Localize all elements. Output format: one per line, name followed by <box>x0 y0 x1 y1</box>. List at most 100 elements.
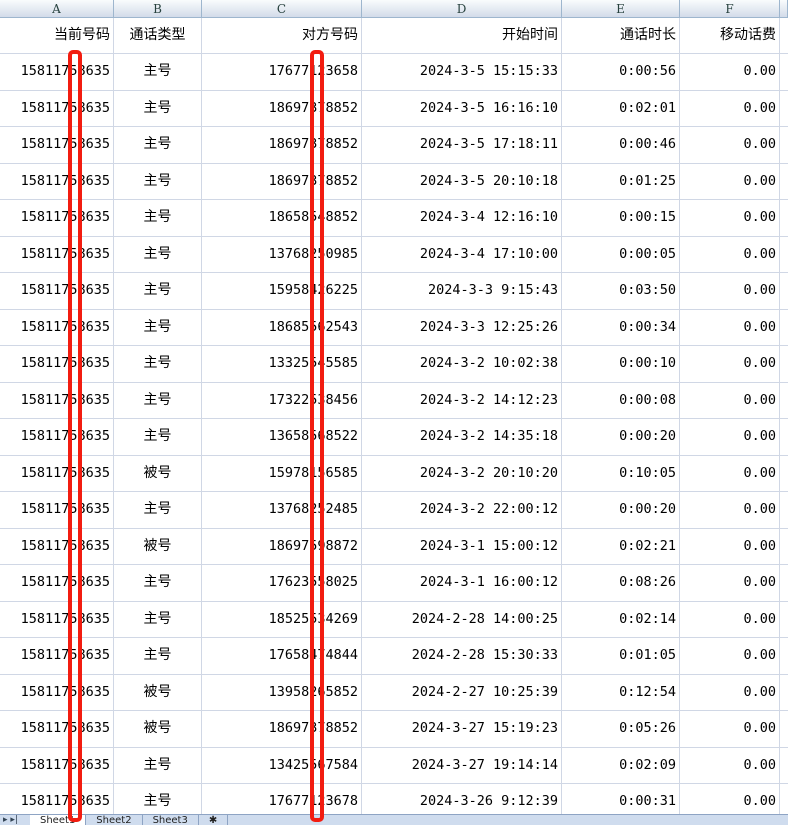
cell-fee[interactable]: 0.00 <box>680 565 780 601</box>
cell-duration[interactable]: 0:00:15 <box>562 200 680 236</box>
cell-current-number[interactable]: 15811758635 <box>0 346 114 382</box>
header-start-time[interactable]: 开始时间 <box>362 18 562 53</box>
cell-current-number[interactable]: 15811758635 <box>0 674 114 710</box>
column-header-f[interactable]: F <box>680 0 780 17</box>
cell-start-time[interactable]: 2024-3-2 10:02:38 <box>362 346 562 382</box>
cell-call-type[interactable]: 主号 <box>114 309 202 345</box>
cell-start-time[interactable]: 2024-3-2 22:00:12 <box>362 492 562 528</box>
header-current-number[interactable]: 当前号码 <box>0 18 114 53</box>
cell-duration[interactable]: 0:00:46 <box>562 127 680 163</box>
cell-start-time[interactable]: 2024-2-28 14:00:25 <box>362 601 562 637</box>
cell-duration[interactable]: 0:10:05 <box>562 455 680 491</box>
cell-other-number[interactable]: 18685562543 <box>202 309 362 345</box>
cell-current-number[interactable]: 15811758635 <box>0 747 114 783</box>
cell-call-type[interactable]: 主号 <box>114 346 202 382</box>
cell-duration[interactable]: 0:08:26 <box>562 565 680 601</box>
cell-duration[interactable]: 0:02:09 <box>562 747 680 783</box>
cell-start-time[interactable]: 2024-3-1 15:00:12 <box>362 528 562 564</box>
cell-fee[interactable]: 0.00 <box>680 54 780 90</box>
cell-other-number[interactable]: 18697378852 <box>202 711 362 747</box>
cell-duration[interactable]: 0:12:54 <box>562 674 680 710</box>
cell-call-type[interactable]: 主号 <box>114 54 202 90</box>
cell-fee[interactable]: 0.00 <box>680 127 780 163</box>
cell-duration[interactable]: 0:00:05 <box>562 236 680 272</box>
header-fee[interactable]: 移动话费 <box>680 18 780 53</box>
cell-call-type[interactable]: 主号 <box>114 273 202 309</box>
insert-sheet-icon[interactable]: ✱ <box>199 815 229 825</box>
cell-fee[interactable]: 0.00 <box>680 309 780 345</box>
column-header-a[interactable]: A <box>0 0 114 17</box>
cell-start-time[interactable]: 2024-3-3 9:15:43 <box>362 273 562 309</box>
cell-start-time[interactable]: 2024-3-5 17:18:11 <box>362 127 562 163</box>
cell-current-number[interactable]: 15811758635 <box>0 455 114 491</box>
cell-other-number[interactable]: 17677123658 <box>202 54 362 90</box>
cell-other-number[interactable]: 13958265852 <box>202 674 362 710</box>
cell-fee[interactable]: 0.00 <box>680 200 780 236</box>
cell-fee[interactable]: 0.00 <box>680 346 780 382</box>
cell-current-number[interactable]: 15811758635 <box>0 419 114 455</box>
cell-fee[interactable]: 0.00 <box>680 90 780 126</box>
cell-start-time[interactable]: 2024-3-3 12:25:26 <box>362 309 562 345</box>
cell-current-number[interactable]: 15811758635 <box>0 90 114 126</box>
sheet-nav-arrows-icon[interactable]: ▸ ▸| <box>3 815 18 825</box>
cell-duration[interactable]: 0:02:01 <box>562 90 680 126</box>
cell-fee[interactable]: 0.00 <box>680 273 780 309</box>
cell-duration[interactable]: 0:02:14 <box>562 601 680 637</box>
column-header-b[interactable]: B <box>114 0 202 17</box>
cell-start-time[interactable]: 2024-3-27 15:19:23 <box>362 711 562 747</box>
cell-duration[interactable]: 0:03:50 <box>562 273 680 309</box>
cell-start-time[interactable]: 2024-3-2 14:12:23 <box>362 382 562 418</box>
column-header-e[interactable]: E <box>562 0 680 17</box>
cell-other-number[interactable]: 17623558025 <box>202 565 362 601</box>
cell-other-number[interactable]: 13658568522 <box>202 419 362 455</box>
cell-call-type[interactable]: 被号 <box>114 711 202 747</box>
cell-start-time[interactable]: 2024-3-2 14:35:18 <box>362 419 562 455</box>
cell-call-type[interactable]: 主号 <box>114 127 202 163</box>
cell-other-number[interactable]: 17322538456 <box>202 382 362 418</box>
cell-call-type[interactable]: 主号 <box>114 382 202 418</box>
cell-other-number[interactable]: 13325545585 <box>202 346 362 382</box>
cell-call-type[interactable]: 主号 <box>114 492 202 528</box>
sheet-tab-2[interactable]: Sheet2 <box>86 815 143 825</box>
cell-fee[interactable]: 0.00 <box>680 784 780 814</box>
cell-current-number[interactable]: 15811758635 <box>0 638 114 674</box>
cell-other-number[interactable]: 18658548852 <box>202 200 362 236</box>
cell-current-number[interactable]: 15811758635 <box>0 528 114 564</box>
cell-current-number[interactable]: 15811758635 <box>0 601 114 637</box>
cell-current-number[interactable]: 15811758635 <box>0 711 114 747</box>
cell-start-time[interactable]: 2024-3-27 19:14:14 <box>362 747 562 783</box>
cell-current-number[interactable]: 15811758635 <box>0 382 114 418</box>
cell-duration[interactable]: 0:00:10 <box>562 346 680 382</box>
cell-duration[interactable]: 0:00:20 <box>562 419 680 455</box>
header-call-type[interactable]: 通话类型 <box>114 18 202 53</box>
cell-current-number[interactable]: 15811758635 <box>0 784 114 814</box>
cell-other-number[interactable]: 13768252485 <box>202 492 362 528</box>
cell-start-time[interactable]: 2024-3-4 12:16:10 <box>362 200 562 236</box>
cell-call-type[interactable]: 主号 <box>114 747 202 783</box>
cell-other-number[interactable]: 18697598872 <box>202 528 362 564</box>
cell-other-number[interactable]: 13768250985 <box>202 236 362 272</box>
cell-current-number[interactable]: 15811758635 <box>0 163 114 199</box>
cell-fee[interactable]: 0.00 <box>680 711 780 747</box>
cell-current-number[interactable]: 15811758635 <box>0 273 114 309</box>
cell-current-number[interactable]: 15811758635 <box>0 309 114 345</box>
cell-other-number[interactable]: 13425567584 <box>202 747 362 783</box>
column-header-g[interactable] <box>780 0 788 17</box>
cell-current-number[interactable]: 15811758635 <box>0 236 114 272</box>
cell-fee[interactable]: 0.00 <box>680 528 780 564</box>
cell-start-time[interactable]: 2024-3-1 16:00:12 <box>362 565 562 601</box>
cell-duration[interactable]: 0:00:56 <box>562 54 680 90</box>
cell-call-type[interactable]: 被号 <box>114 674 202 710</box>
cell-start-time[interactable]: 2024-3-26 9:12:39 <box>362 784 562 814</box>
sheet-tab-1[interactable]: Sheet1 <box>30 815 87 825</box>
cell-fee[interactable]: 0.00 <box>680 638 780 674</box>
cell-current-number[interactable]: 15811758635 <box>0 127 114 163</box>
cell-start-time[interactable]: 2024-3-5 15:15:33 <box>362 54 562 90</box>
cell-duration[interactable]: 0:02:21 <box>562 528 680 564</box>
cell-other-number[interactable]: 15958426225 <box>202 273 362 309</box>
cell-start-time[interactable]: 2024-2-28 15:30:33 <box>362 638 562 674</box>
cell-duration[interactable]: 0:01:25 <box>562 163 680 199</box>
cell-start-time[interactable]: 2024-3-2 20:10:20 <box>362 455 562 491</box>
cell-fee[interactable]: 0.00 <box>680 492 780 528</box>
cell-other-number[interactable]: 18697378852 <box>202 90 362 126</box>
